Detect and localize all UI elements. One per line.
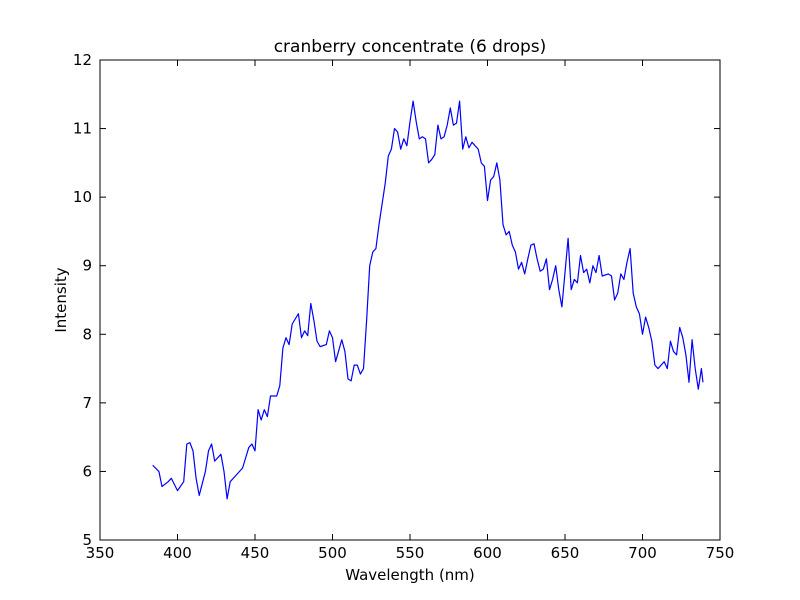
x-tick-label: 600 <box>473 544 502 562</box>
x-tick-label: 400 <box>163 544 192 562</box>
x-axis-label: Wavelength (nm) <box>345 566 475 584</box>
x-tick-label: 550 <box>396 544 425 562</box>
y-axis-label: Intensity <box>52 267 70 332</box>
plot-frame <box>99 59 721 541</box>
y-tick-label: 5 <box>82 531 92 549</box>
y-tick-label: 6 <box>82 462 92 480</box>
y-tick-label: 9 <box>82 257 92 275</box>
x-tick-label: 700 <box>628 544 657 562</box>
y-tick-label: 7 <box>82 394 92 412</box>
x-tick-label: 650 <box>551 544 580 562</box>
x-tick-label: 450 <box>241 544 270 562</box>
y-tick-label: 12 <box>73 51 92 69</box>
x-tick-label: 750 <box>706 544 735 562</box>
x-tick-label: 500 <box>318 544 347 562</box>
data-line <box>152 100 704 500</box>
y-tick-label: 11 <box>73 120 92 138</box>
chart-title: cranberry concentrate (6 drops) <box>274 37 547 57</box>
y-tick-label: 10 <box>73 188 92 206</box>
y-tick-label: 8 <box>82 325 92 343</box>
x-tick-label: 350 <box>86 544 115 562</box>
